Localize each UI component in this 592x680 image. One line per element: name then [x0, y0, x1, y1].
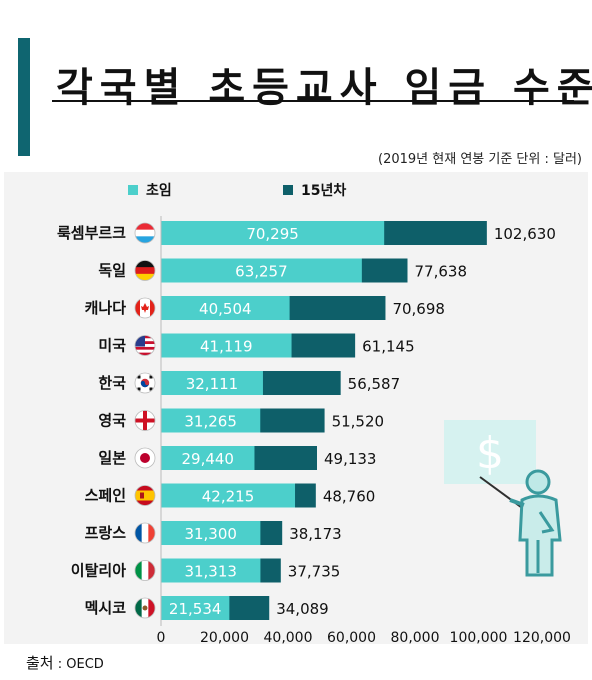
germany-flag-icon	[134, 260, 156, 281]
usa-flag-icon	[134, 335, 156, 356]
bar-starting-2	[161, 258, 362, 283]
value-label-fifteen-4: 61,145	[362, 338, 415, 356]
korea-flag-icon	[134, 372, 156, 394]
category-label-7: 일본	[98, 449, 126, 467]
x-tick-label-5: 80,000	[391, 630, 440, 646]
dollar-icon: $	[476, 428, 504, 479]
title-underline	[52, 100, 574, 102]
value-label-fifteen-7: 49,133	[324, 450, 377, 468]
bar-starting-10	[161, 558, 261, 583]
value-label-starting-7: 29,440	[181, 450, 234, 468]
value-label-starting-3: 40,504	[199, 300, 252, 318]
value-label-starting-4: 41,119	[200, 338, 253, 356]
legend-swatch-1	[128, 185, 138, 195]
x-tick-label-4: 60,000	[327, 630, 376, 646]
spain-flag-icon	[134, 485, 156, 506]
luxembourg-flag-icon	[134, 222, 156, 244]
italy-flag-icon	[134, 560, 156, 581]
value-label-starting-8: 42,215	[202, 488, 255, 506]
value-label-starting-10: 31,313	[184, 563, 237, 581]
category-label-2: 독일	[98, 262, 126, 280]
x-tick-label-7: 120,000	[513, 630, 571, 646]
value-label-fifteen-11: 34,089	[276, 600, 329, 618]
category-label-5: 한국	[98, 374, 126, 392]
category-label-4: 미국	[98, 337, 126, 355]
value-label-starting-9: 31,300	[184, 525, 237, 543]
legend-label-2: 15년차	[301, 183, 346, 199]
mexico-flag-icon	[134, 597, 156, 619]
category-label-10: 이탈리아	[71, 562, 126, 580]
legend-swatch-2	[283, 185, 293, 195]
bar-starting-6	[161, 408, 261, 433]
x-tick-label-2: 20,000	[200, 630, 249, 646]
bar-starting-8	[161, 483, 296, 508]
x-tick-label-6: 100,000	[450, 630, 508, 646]
x-tick-label-1: 0	[157, 630, 166, 646]
teacher-illustration: $	[444, 420, 562, 577]
x-tick-label-3: 40,000	[264, 630, 313, 646]
bar-starting-5	[161, 371, 263, 395]
value-label-starting-11: 21,534	[169, 600, 222, 618]
category-label-1: 룩셈부르크	[57, 224, 126, 242]
source-text: : OECD	[53, 657, 104, 672]
category-label-8: 스페인	[85, 487, 126, 505]
bar-starting-4	[161, 333, 292, 358]
category-label-9: 프랑스	[85, 524, 127, 542]
category-label-6: 영국	[98, 412, 126, 430]
value-label-fifteen-6: 51,520	[332, 413, 385, 431]
bar-starting-7	[161, 446, 255, 470]
france-flag-icon	[134, 522, 156, 544]
category-label-3: 캐나다	[85, 299, 127, 317]
value-label-fifteen-3: 70,698	[392, 300, 445, 318]
value-label-fifteen-5: 56,587	[348, 375, 401, 393]
title-accent-bar	[18, 38, 30, 156]
bars: 70,295 102,630 63,257 77,638 40,504 70,698 41,…	[161, 221, 556, 620]
japan-flag-icon	[134, 447, 156, 469]
whiteboard	[444, 420, 536, 484]
legend: 초임 15년차	[128, 183, 346, 199]
chart-subtitle: (2019년 현재 연봉 기준 단위 : 달러)	[378, 152, 582, 167]
bar-starting-9	[161, 521, 261, 545]
canada-flag-icon	[134, 297, 156, 319]
value-label-fifteen-9: 38,173	[289, 525, 342, 543]
england-flag-icon	[134, 410, 156, 431]
value-label-fifteen-1: 102,630	[494, 225, 556, 243]
teacher-figure	[509, 469, 562, 577]
source-note: 출처 : OECD	[26, 652, 104, 673]
value-label-fifteen-8: 48,760	[323, 488, 376, 506]
value-label-starting-5: 32,111	[186, 375, 239, 393]
legend-label-1: 초임	[146, 183, 172, 199]
value-label-starting-6: 31,265	[184, 413, 237, 431]
bar-starting-3	[161, 296, 290, 320]
flag-icons	[134, 222, 156, 619]
value-label-fifteen-10: 37,735	[288, 563, 341, 581]
value-label-starting-1: 70,295	[246, 225, 299, 243]
chart-title: 각국별 초등교사 임금 수준	[56, 65, 592, 111]
x-axis: 0 20,000 40,000 60,000 80,000 100,000 120,000	[157, 216, 571, 646]
category-label-11: 멕시코	[85, 599, 127, 617]
bar-starting-1	[161, 221, 385, 245]
chart-panel	[4, 172, 588, 644]
value-label-fifteen-2: 77,638	[415, 263, 468, 281]
source-label: 출처	[26, 654, 54, 672]
bar-starting-11	[161, 596, 230, 620]
value-label-starting-2: 63,257	[235, 263, 288, 281]
